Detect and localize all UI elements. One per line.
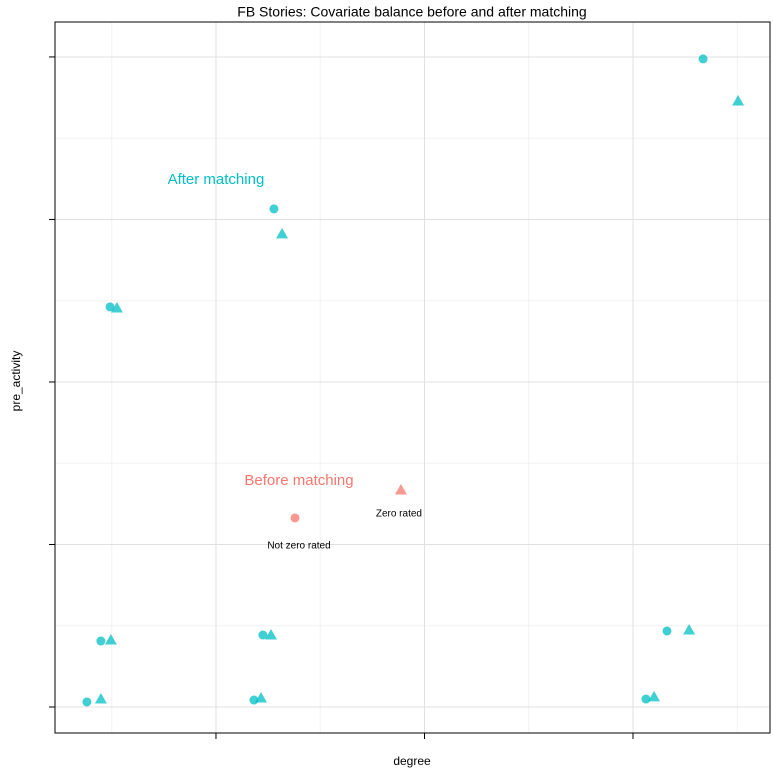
y-axis-label: pre_activity (9, 351, 23, 412)
x-axis-label: degree (393, 754, 431, 768)
group-label: After matching (168, 171, 265, 188)
point-triangle (255, 692, 268, 703)
point-circle (105, 302, 115, 312)
point-triangle (110, 302, 123, 313)
point-circle (662, 626, 672, 636)
point-triangle (265, 629, 278, 640)
point-circle (290, 513, 300, 523)
point-circle (641, 694, 651, 704)
point-triangle (683, 623, 696, 635)
point-label: Not zero rated (267, 541, 330, 552)
chart-title: FB Stories: Covariate balance before and… (237, 4, 586, 20)
point-triangle (394, 484, 407, 495)
point-circle (258, 630, 268, 640)
group-label: Before matching (244, 472, 353, 489)
panel-border (54, 21, 771, 734)
point-triangle (648, 690, 661, 702)
point-triangle (732, 94, 745, 106)
point-circle (96, 636, 106, 646)
point-circle (269, 204, 279, 214)
point-label: Zero rated (376, 509, 422, 520)
point-circle (82, 697, 92, 707)
point-triangle (104, 634, 117, 645)
point-triangle (94, 693, 107, 704)
point-triangle (276, 227, 289, 239)
point-circle (698, 54, 708, 64)
